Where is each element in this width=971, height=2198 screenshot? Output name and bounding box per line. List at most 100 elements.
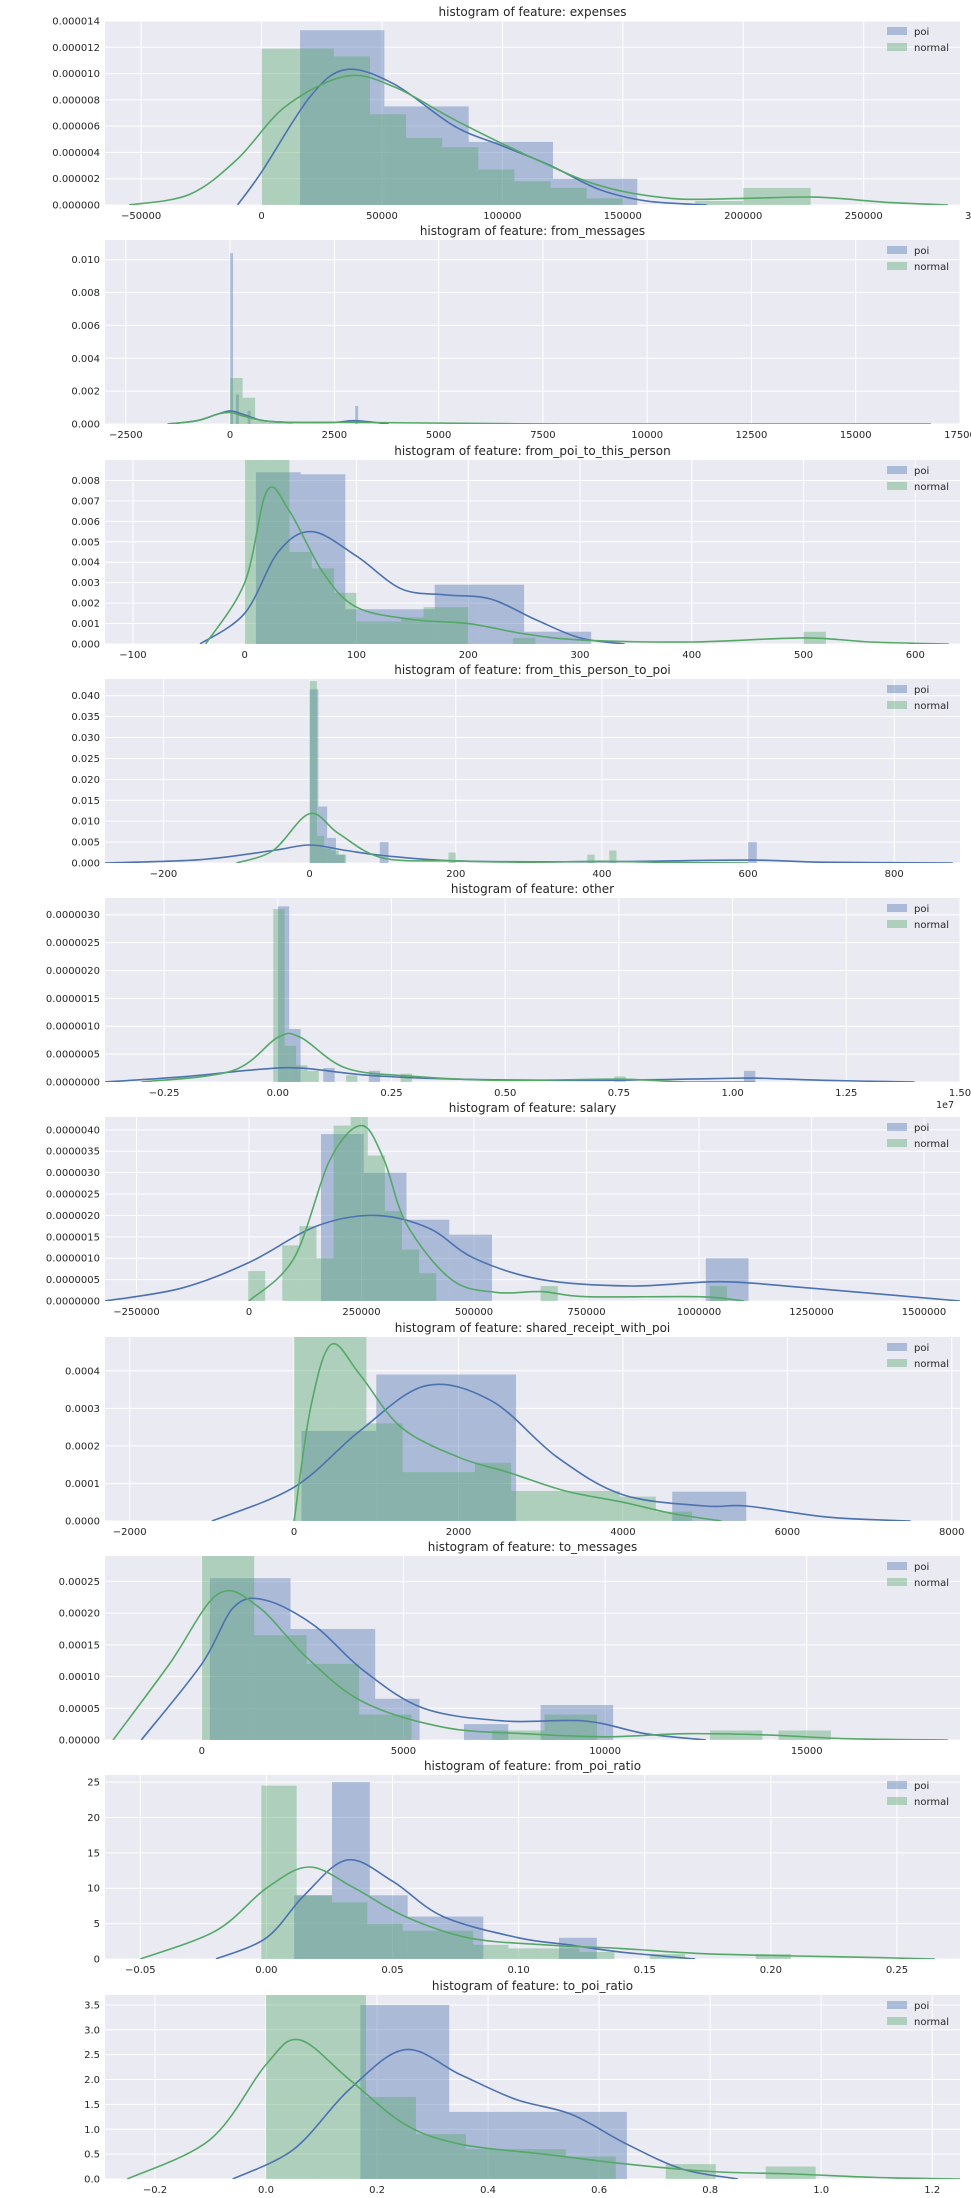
- legend-label: poi: [914, 246, 929, 257]
- histogram-bar-normal: [508, 1948, 544, 1959]
- y-tick-label: 0.00020: [59, 1609, 100, 1620]
- y-tick-label: 0.0001: [65, 1479, 100, 1490]
- x-tick-label: 1.00: [721, 1088, 743, 1099]
- legend-label: normal: [914, 1139, 949, 1150]
- x-tick-label: 1.50: [949, 1088, 971, 1099]
- y-tick-label: 0.0000000: [46, 1078, 100, 1089]
- histogram-bar-normal: [333, 56, 370, 205]
- plot-area: [105, 1775, 960, 1959]
- legend-swatch-poi: [887, 1343, 907, 1351]
- histogram-bar-normal: [474, 1462, 512, 1521]
- y-tick-label: 0: [94, 1955, 100, 1966]
- histogram-bar-normal: [478, 169, 515, 205]
- x-tick-label: 0: [306, 869, 312, 880]
- legend-swatch-normal: [887, 43, 907, 51]
- y-tick-label: 5: [94, 1919, 100, 1930]
- x-tick-label: 2500: [322, 430, 347, 441]
- histogram-bar-poi: [289, 1029, 301, 1082]
- x-tick-label: 0: [242, 650, 248, 661]
- legend-swatch-poi: [887, 1562, 907, 1570]
- y-tick-label: 0.00010: [59, 1672, 100, 1683]
- y-tick-label: 0.0000035: [46, 1147, 100, 1158]
- x-tick-label: 7500: [530, 430, 555, 441]
- chart-panel: −2000 0 2000 4000 6000 8000 0.0000 0.0001 0.0002…: [65, 1321, 965, 1538]
- x-tick-label: 1250000: [789, 1307, 834, 1318]
- plot-content: [211, 1337, 911, 1521]
- histogram-bar-normal: [438, 1472, 475, 1521]
- legend: poi normal: [887, 904, 949, 931]
- kde-curve-normal: [248, 1124, 745, 1301]
- histogram-bar-normal: [296, 1895, 332, 1959]
- x-tick-label: 500: [794, 650, 813, 661]
- histogram-bar-poi: [294, 1895, 332, 1959]
- kde-curve-normal: [128, 74, 949, 205]
- y-tick-label: 0.0000030: [46, 1168, 100, 1179]
- legend: poi normal: [887, 27, 949, 54]
- legend-swatch-poi: [887, 466, 907, 474]
- histogram-bar-normal: [511, 1490, 548, 1521]
- chart-title: histogram of feature: from_poi_to_this_p…: [394, 444, 671, 458]
- y-tick-label: 0.007: [71, 496, 100, 507]
- histogram-bar-normal: [366, 1423, 403, 1521]
- legend-label: poi: [914, 1781, 929, 1792]
- legend: poi normal: [887, 2001, 949, 2028]
- y-tick-label: 0.5: [84, 2150, 100, 2161]
- histogram-bar-normal: [350, 1117, 368, 1301]
- plot-area: [105, 898, 960, 1082]
- histogram-bar-poi: [449, 1234, 492, 1301]
- legend-swatch-normal: [887, 2017, 907, 2025]
- x-tick-label: −0.05: [125, 1965, 156, 1976]
- histogram-bar-poi: [407, 1916, 446, 1959]
- legend-label: normal: [914, 1797, 949, 1808]
- y-tick-label: 0.0004: [65, 1366, 100, 1377]
- x-tick-label: −2500: [109, 430, 143, 441]
- legend-label: poi: [914, 685, 929, 696]
- legend-label: poi: [914, 27, 929, 38]
- histogram-bar-poi: [323, 1068, 335, 1082]
- y-tick-label: 0.0000020: [46, 966, 100, 977]
- kde-curve-poi: [236, 68, 708, 205]
- histogram-bar-normal: [297, 48, 334, 205]
- histogram-bar-normal: [289, 552, 312, 644]
- plot-content: [167, 253, 931, 424]
- legend-swatch-poi: [887, 2001, 907, 2009]
- chart-panel: −0.2 0.0 0.2 0.4 0.6 0.8 1.0 1.2 0.0 0.5 1.0 1.5 2.0…: [84, 1979, 960, 2196]
- y-tick-label: 15: [87, 1848, 100, 1859]
- x-tick-label: 800: [885, 869, 904, 880]
- histogram-bar-normal: [514, 181, 551, 205]
- kde-curve-normal: [112, 1589, 948, 1740]
- y-tick-label: 0.002: [71, 387, 100, 398]
- x-tick-label: 250000: [342, 1307, 380, 1318]
- legend-swatch-normal: [887, 701, 907, 709]
- histogram-bar-poi: [468, 141, 553, 205]
- kde-curve-normal: [293, 1342, 722, 1521]
- histogram-bar-normal: [448, 852, 456, 863]
- y-tick-label: 0.030: [71, 733, 100, 744]
- histogram-bar-poi: [479, 584, 525, 644]
- x-tick-label: 6000: [775, 1527, 800, 1538]
- histogram-bar-normal: [402, 1472, 439, 1521]
- kde-curve-normal: [141, 1032, 756, 1082]
- histogram-bar-poi: [538, 2111, 627, 2179]
- y-tick-label: 0.0000010: [46, 1254, 100, 1265]
- y-tick-label: 0.005: [71, 838, 100, 849]
- histogram-bar-normal: [402, 1249, 420, 1301]
- x-tick-label: 15000: [791, 1746, 823, 1757]
- x-tick-label: 600: [739, 869, 758, 880]
- legend-label: poi: [914, 2001, 929, 2012]
- x-tick-label: 600: [906, 650, 925, 661]
- chart-title: histogram of feature: shared_receipt_wit…: [395, 1321, 671, 1335]
- x-tick-label: 1.0: [813, 2185, 829, 2196]
- plot-area: [105, 1556, 960, 1740]
- x-tick-label: 1.2: [924, 2185, 940, 2196]
- chart-title: histogram of feature: from_poi_ratio: [424, 1759, 641, 1773]
- x-tick-label: 0.0: [258, 2185, 274, 2196]
- y-tick-label: 20: [87, 1813, 100, 1824]
- y-tick-label: 0.006: [71, 321, 100, 332]
- chart-title: histogram of feature: from_this_person_t…: [394, 663, 671, 677]
- chart-panel: −250000 0 250000 500000 750000 1000000 1250000…: [46, 1101, 960, 1318]
- y-tick-label: 0.040: [71, 691, 100, 702]
- x-tick-label: −2000: [113, 1527, 147, 1538]
- x-tick-label: 0: [291, 1527, 297, 1538]
- x-tick-label: 200: [459, 650, 478, 661]
